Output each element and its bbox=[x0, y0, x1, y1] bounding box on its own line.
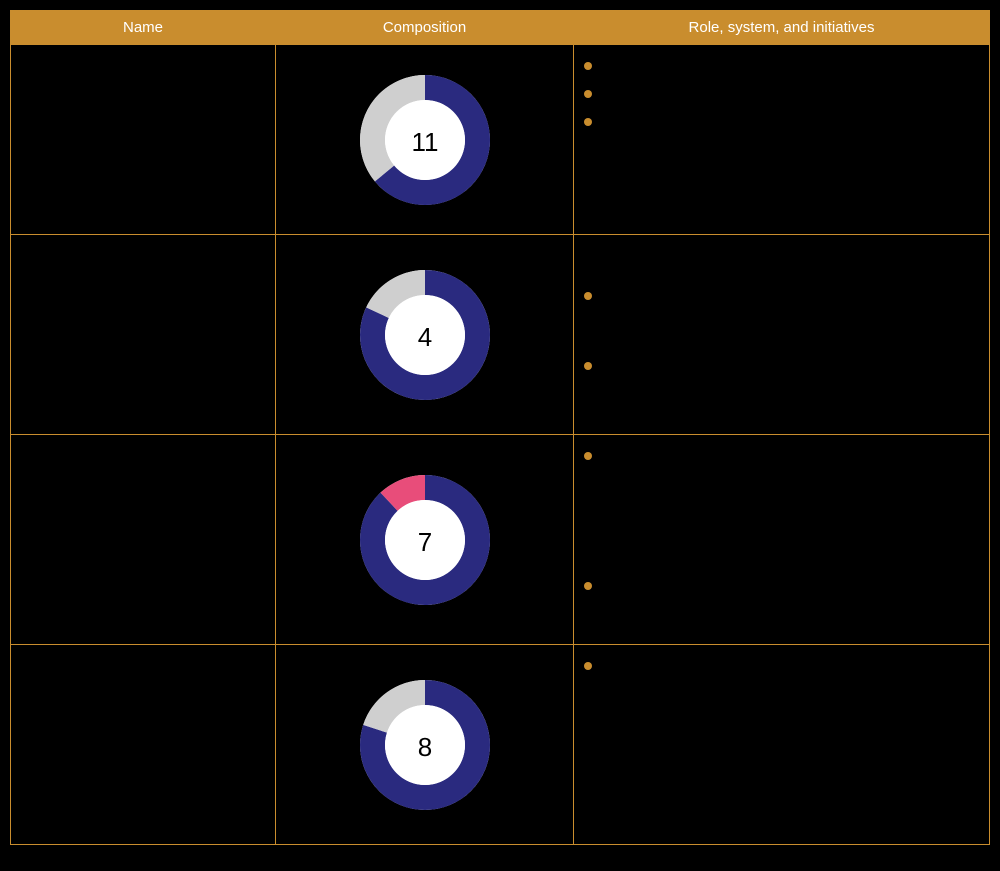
header-name: Name bbox=[11, 11, 276, 45]
name-cell bbox=[11, 645, 276, 845]
donut-center-value: 11 bbox=[411, 127, 438, 157]
name-cell bbox=[11, 235, 276, 435]
header-composition: Composition bbox=[276, 11, 574, 45]
name-cell bbox=[11, 45, 276, 235]
role-cell bbox=[574, 235, 990, 435]
composition-cell: 7 bbox=[276, 435, 574, 645]
composition-cell: 8 bbox=[276, 645, 574, 845]
role-cell bbox=[574, 435, 990, 645]
governance-table: Name Composition Role, system, and initi… bbox=[10, 10, 990, 845]
donut-chart: 11 bbox=[355, 70, 495, 210]
name-cell bbox=[11, 435, 276, 645]
composition-cell: 4 bbox=[276, 235, 574, 435]
donut-center-value: 7 bbox=[417, 527, 431, 557]
donut-center-value: 8 bbox=[417, 732, 431, 762]
donut-chart: 8 bbox=[355, 675, 495, 815]
donut-center-value: 4 bbox=[417, 322, 431, 352]
donut-chart: 7 bbox=[355, 470, 495, 610]
composition-cell: 11 bbox=[276, 45, 574, 235]
role-cell bbox=[574, 645, 990, 845]
header-role: Role, system, and initiatives bbox=[574, 11, 990, 45]
role-cell bbox=[574, 45, 990, 235]
donut-chart: 4 bbox=[355, 265, 495, 405]
